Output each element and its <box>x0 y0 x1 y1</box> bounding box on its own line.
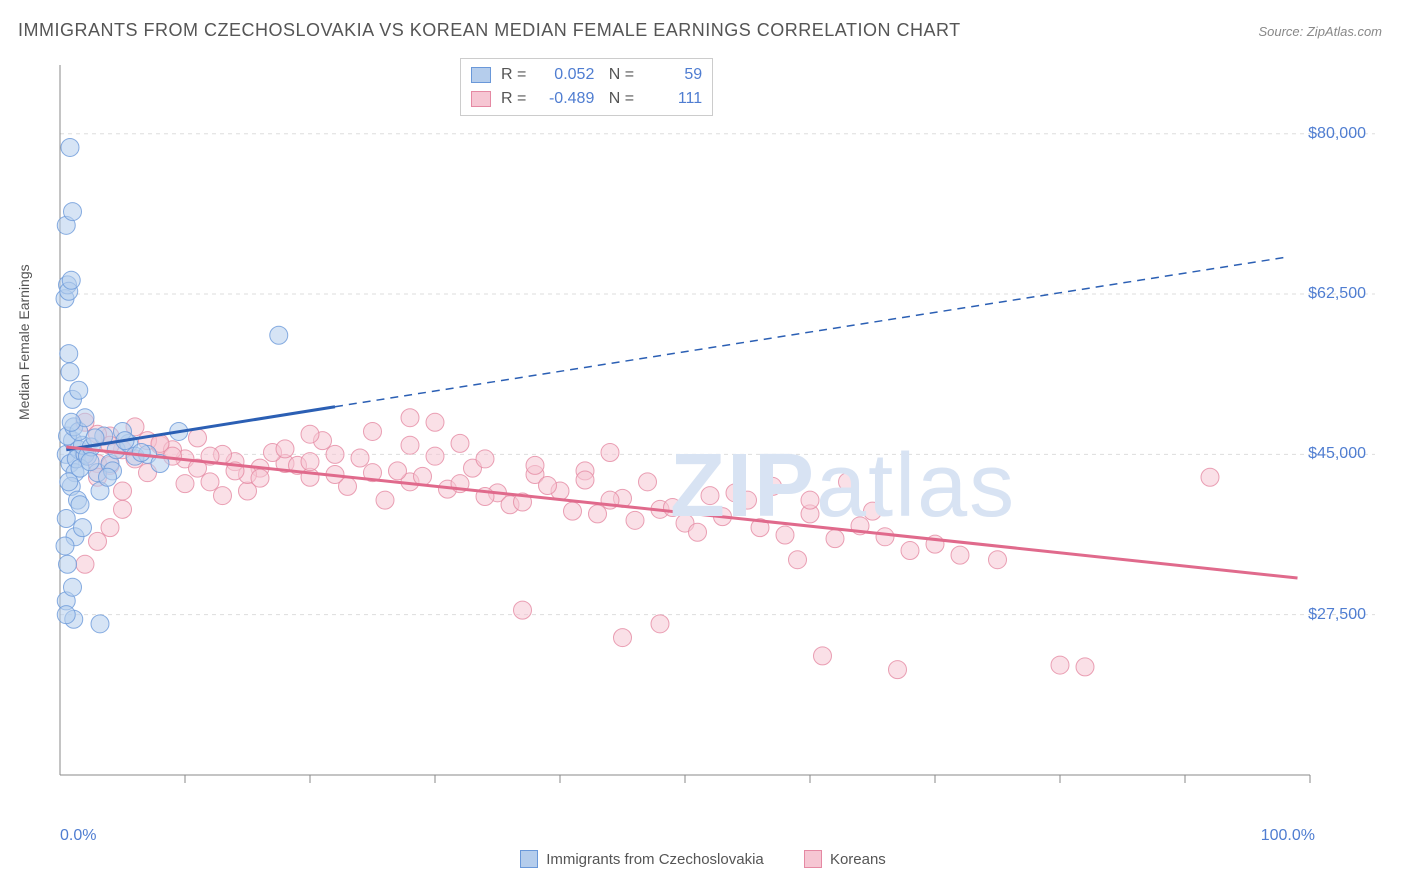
chart-title: IMMIGRANTS FROM CZECHOSLOVAKIA VS KOREAN… <box>18 20 961 41</box>
stats-row-series2: R = -0.489 N = 111 <box>471 87 702 111</box>
n-label: N = <box>604 87 634 111</box>
source-label: Source: ZipAtlas.com <box>1258 24 1382 39</box>
legend-item-series1: Immigrants from Czechoslovakia <box>520 850 764 868</box>
stats-row-series1: R = 0.052 N = 59 <box>471 63 702 87</box>
legend-label-series2: Koreans <box>830 851 886 868</box>
x-tick-label: 100.0% <box>1261 827 1315 845</box>
r-label: R = <box>501 87 526 111</box>
legend-item-series2: Koreans <box>804 850 886 868</box>
scatter-plot-svg <box>50 55 1380 815</box>
stats-legend: R = 0.052 N = 59 R = -0.489 N = 111 <box>460 58 713 116</box>
r-value-series1: 0.052 <box>536 63 594 87</box>
chart-area: ZIPatlas $27,500$45,000$62,500$80,0000.0… <box>50 55 1380 815</box>
r-label: R = <box>501 63 526 87</box>
n-value-series1: 59 <box>644 63 702 87</box>
x-tick-label: 0.0% <box>60 827 96 845</box>
y-tick-label: $62,500 <box>1308 285 1366 303</box>
bottom-legend: Immigrants from Czechoslovakia Koreans <box>0 850 1406 872</box>
y-tick-label: $45,000 <box>1308 445 1366 463</box>
legend-swatch-icon <box>520 850 538 868</box>
legend-swatch-series1 <box>471 67 491 83</box>
r-value-series2: -0.489 <box>536 87 594 111</box>
n-label: N = <box>604 63 634 87</box>
legend-label-series1: Immigrants from Czechoslovakia <box>546 851 764 868</box>
n-value-series2: 111 <box>644 87 702 111</box>
legend-swatch-icon <box>804 850 822 868</box>
y-tick-label: $27,500 <box>1308 606 1366 624</box>
legend-swatch-series2 <box>471 91 491 107</box>
y-axis-label: Median Female Earnings <box>16 264 32 420</box>
y-tick-label: $80,000 <box>1308 125 1366 143</box>
